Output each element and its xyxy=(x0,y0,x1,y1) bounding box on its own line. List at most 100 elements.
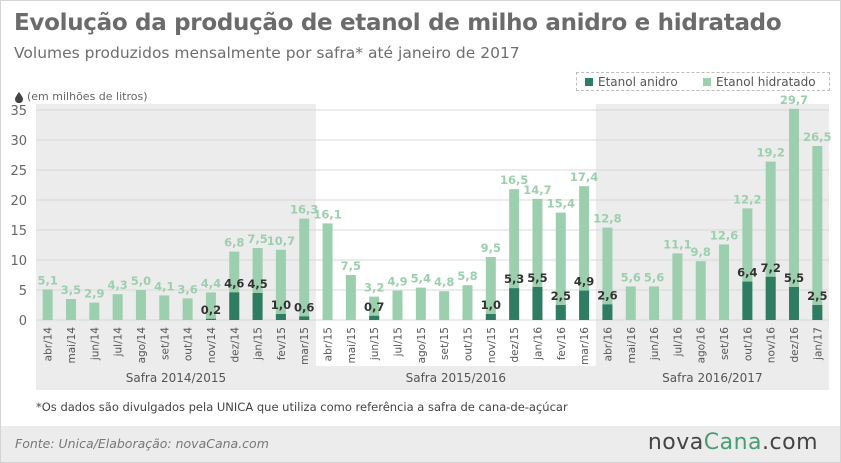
bar-hidratado-30 xyxy=(742,208,753,320)
bar-hidratado-0 xyxy=(42,289,53,320)
label-anidro-19: 1,0 xyxy=(481,298,501,312)
y-tick-15: 15 xyxy=(10,224,27,239)
label-hidratado-31: 19,2 xyxy=(757,146,785,160)
x-tick-32: dez/16 xyxy=(789,327,801,363)
label-hidratado-13: 7,5 xyxy=(341,259,361,273)
bar-hidratado-3 xyxy=(112,294,123,320)
bar-hidratado-6 xyxy=(182,298,193,320)
label-anidro-7: 0,2 xyxy=(201,303,221,317)
label-anidro-11: 0,6 xyxy=(294,300,314,314)
x-tick-4: ago/14 xyxy=(136,327,148,364)
bar-anidro-32 xyxy=(789,287,800,320)
bar-hidratado-17 xyxy=(439,291,450,320)
x-tick-11: mar/15 xyxy=(299,327,311,365)
x-tick-3: jul/14 xyxy=(113,327,125,358)
legend-item-anidro: Etanol anidro xyxy=(585,75,678,89)
bar-anidro-8 xyxy=(229,292,240,320)
x-tick-21: jan/16 xyxy=(532,327,544,361)
bar-hidratado-20 xyxy=(509,189,520,320)
label-anidro-30: 6,4 xyxy=(737,266,757,280)
bar-hidratado-14 xyxy=(369,296,380,320)
safra-label-0: Safra 2014/2015 xyxy=(126,371,226,385)
label-anidro-8: 4,6 xyxy=(224,276,244,290)
brand-cana: Cana xyxy=(703,430,763,455)
bar-hidratado-29 xyxy=(719,244,730,320)
safra-band-0 xyxy=(36,104,316,368)
y-tick-10: 10 xyxy=(10,254,27,269)
y-tick-30: 30 xyxy=(10,134,27,149)
label-anidro-9: 4,5 xyxy=(247,277,267,291)
x-tick-29: set/16 xyxy=(719,327,731,360)
label-hidratado-24: 12,8 xyxy=(593,212,621,226)
bar-hidratado-16 xyxy=(415,287,426,320)
x-tick-24: abr/16 xyxy=(602,327,614,362)
label-hidratado-33: 26,5 xyxy=(803,130,831,144)
x-tick-10: fev/15 xyxy=(276,327,288,360)
bar-anidro-22 xyxy=(555,305,566,320)
brand-logo: novaCana.com xyxy=(648,430,818,455)
bar-hidratado-8 xyxy=(229,251,240,320)
bar-hidratado-1 xyxy=(65,299,76,320)
legend-label-anidro: Etanol anidro xyxy=(598,75,678,89)
bar-hidratado-11 xyxy=(299,218,310,320)
legend: Etanol anidro Etanol hidratado xyxy=(576,72,830,91)
bar-hidratado-15 xyxy=(392,290,403,320)
x-tick-30: out/16 xyxy=(742,327,754,361)
label-hidratado-6: 3,6 xyxy=(177,282,197,296)
label-hidratado-19: 9,5 xyxy=(481,241,501,255)
bar-hidratado-28 xyxy=(695,261,706,320)
footer: Fonte: Unica/Elaboração: novaCana.com no… xyxy=(1,426,840,462)
bar-hidratado-5 xyxy=(159,295,170,320)
bar-anidro-14 xyxy=(369,315,380,320)
label-hidratado-3: 4,3 xyxy=(107,278,127,292)
bar-hidratado-22 xyxy=(555,212,566,320)
bar-hidratado-26 xyxy=(649,286,660,320)
x-tick-17: set/15 xyxy=(439,327,451,360)
x-tick-19: nov/15 xyxy=(486,327,498,363)
label-anidro-22: 2,5 xyxy=(551,289,571,303)
label-hidratado-4: 5,0 xyxy=(131,274,151,288)
bar-anidro-7 xyxy=(205,318,216,320)
y-tick-5: 5 xyxy=(19,284,27,299)
bar-hidratado-4 xyxy=(135,290,146,320)
label-anidro-21: 5,5 xyxy=(527,271,547,285)
label-hidratado-26: 5,6 xyxy=(644,270,664,284)
legend-label-hidratado: Etanol hidratado xyxy=(716,75,816,89)
chart-title: Evolução da produção de etanol de milho … xyxy=(14,10,782,36)
bar-hidratado-31 xyxy=(765,161,776,320)
x-tick-1: mai/14 xyxy=(66,327,78,364)
brand-nova: nova xyxy=(647,430,704,455)
label-anidro-32: 5,5 xyxy=(784,271,804,285)
bar-hidratado-33 xyxy=(812,146,823,320)
bar-hidratado-19 xyxy=(485,257,496,320)
bar-hidratado-23 xyxy=(579,186,590,320)
label-hidratado-9: 7,5 xyxy=(247,232,267,246)
x-tick-16: ago/15 xyxy=(416,327,428,363)
x-tick-15: jul/15 xyxy=(393,327,405,357)
label-hidratado-18: 5,8 xyxy=(457,269,477,283)
safra-label-2: Safra 2016/2017 xyxy=(662,371,762,385)
x-tick-12: abr/15 xyxy=(323,327,335,361)
x-tick-23: mar/16 xyxy=(579,327,591,365)
label-hidratado-30: 12,2 xyxy=(733,192,761,206)
bar-hidratado-2 xyxy=(89,302,100,320)
drop-icon xyxy=(15,92,23,103)
bar-anidro-30 xyxy=(742,281,753,320)
legend-item-hidratado: Etanol hidratado xyxy=(703,75,816,89)
label-hidratado-23: 17,4 xyxy=(570,170,598,184)
x-tick-14: jun/15 xyxy=(369,327,381,361)
bar-anidro-19 xyxy=(485,314,496,320)
bar-hidratado-24 xyxy=(602,227,613,320)
x-tick-0: abr/14 xyxy=(43,327,55,362)
bar-hidratado-25 xyxy=(625,286,636,320)
label-hidratado-20: 16,5 xyxy=(500,173,528,187)
bar-hidratado-18 xyxy=(462,285,473,320)
bar-hidratado-9 xyxy=(252,248,263,320)
x-tick-8: dez/14 xyxy=(229,327,241,363)
x-tick-18: out/15 xyxy=(462,327,474,361)
bar-anidro-11 xyxy=(299,316,310,320)
x-tick-31: nov/16 xyxy=(766,327,778,364)
bar-anidro-31 xyxy=(765,276,776,320)
x-tick-33: jan/17 xyxy=(812,327,824,361)
bar-anidro-21 xyxy=(532,287,543,320)
